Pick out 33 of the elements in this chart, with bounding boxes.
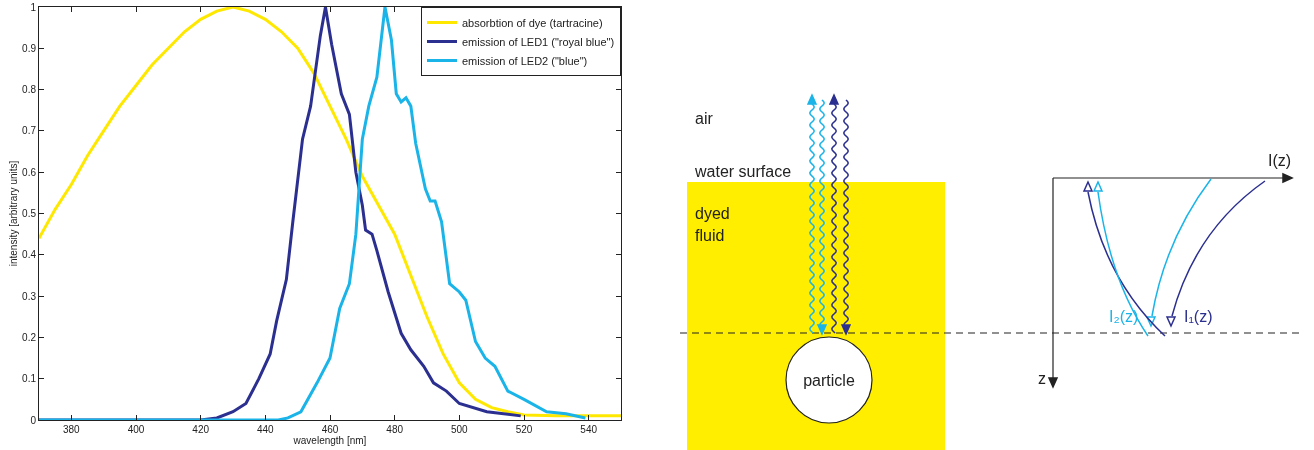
x-tick-label: 500 <box>450 424 469 435</box>
text: water surface <box>694 163 792 180</box>
legend-label: absorbtion of dye (tartracine) <box>462 16 603 29</box>
x-axis-title: wavelength [nm] <box>292 435 367 446</box>
y-tick-label: 0.5 <box>22 208 37 219</box>
x-tick-label: 440 <box>256 424 275 435</box>
text: I₁(z) <box>1184 308 1213 325</box>
y-axis-title: intensity [arbitrary units] <box>8 160 20 267</box>
text: I₂(z) <box>1109 308 1139 325</box>
x-tick-label: 380 <box>62 424 81 435</box>
y-tick-label: 0 <box>30 414 37 426</box>
x-tick-label: 460 <box>321 424 339 435</box>
x-tick-label: 420 <box>192 424 210 435</box>
y-tick-label: 0.7 <box>22 125 37 137</box>
legend-label: emission of LED1 ("royal blue") <box>462 35 615 48</box>
text: I(z) <box>1268 152 1292 169</box>
y-tick-label: 0.3 <box>22 290 37 302</box>
x-tick-label: 540 <box>580 424 598 435</box>
y-tick-label: 0.9 <box>22 42 37 54</box>
y-tick-label: 0.2 <box>22 331 37 343</box>
y-tick-label: 1 <box>30 1 37 13</box>
x-tick-label: 520 <box>515 424 533 435</box>
y-tick-label: 0.1 <box>22 373 37 385</box>
x-tick-label: 400 <box>127 424 145 435</box>
legend-label: emission of LED2 ("blue") <box>462 54 588 67</box>
y-tick-label: 0.4 <box>22 249 37 261</box>
text: particle <box>803 372 855 389</box>
text: air <box>695 110 714 127</box>
text: dyed fluid <box>695 205 730 244</box>
text: z <box>1038 370 1046 387</box>
y-tick-label: 0.8 <box>22 84 37 96</box>
y-tick-label: 0.6 <box>22 166 37 178</box>
x-tick-label: 480 <box>386 424 404 435</box>
